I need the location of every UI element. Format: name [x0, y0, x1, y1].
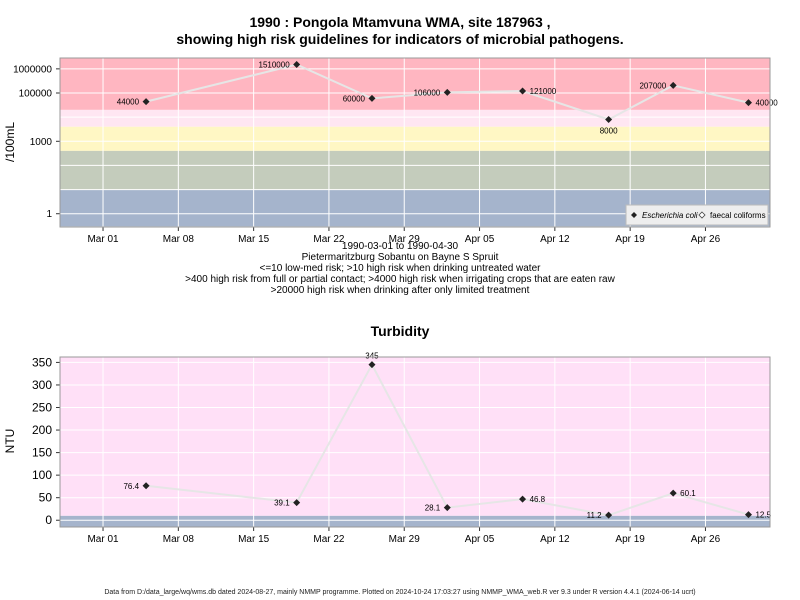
y-axis-label: /100mL: [3, 122, 17, 162]
risk-band-3: [60, 150, 770, 190]
legend-marker-ecoli: [631, 212, 637, 218]
site-label: Pietermaritzburg Sobantu on Bayne S Spru…: [301, 252, 499, 263]
legend-marker-faecal: [698, 211, 706, 219]
risk-band-2: [60, 126, 770, 151]
x-axis-label-block: 1990-03-01 to 1990-04-30 Pietermaritzbur…: [0, 241, 800, 296]
y-tick-label: 1: [46, 209, 52, 220]
date-range-label: 1990-03-01 to 1990-04-30: [341, 241, 459, 252]
x-tick-label: Apr 26: [691, 234, 721, 245]
ecoli-data-label: 106000: [414, 88, 441, 97]
guideline-2: >400 high risk from full or partial cont…: [185, 274, 615, 285]
ecoli-data-label: 44000: [117, 98, 140, 107]
x-tick-label: Apr 12: [540, 234, 570, 245]
ecoli-data-label: 8000: [600, 126, 618, 135]
x-tick-label: Mar 08: [163, 234, 195, 245]
ecoli-point: [744, 99, 752, 107]
guideline-1: <=10 low-med risk; >10 high risk when dr…: [259, 263, 541, 274]
x-tick-label: Mar 29: [389, 234, 421, 245]
legend-entry-ecoli: Escherichia coli: [642, 211, 698, 220]
ecoli-data-label: 40000: [755, 99, 778, 108]
legend: Escherichia coli faecal coliforms: [625, 204, 769, 226]
y-tick-label: 1000000: [13, 64, 52, 75]
x-tick-label: Apr 05: [465, 234, 495, 245]
x-tick-label: Mar 15: [238, 234, 270, 245]
ecoli-point: [443, 88, 451, 96]
ecoli-series-line: [145, 63, 749, 121]
ecoli-point: [669, 81, 677, 89]
risk-band-1: [60, 109, 770, 127]
ecoli-point: [605, 115, 613, 123]
x-tick-label: Mar 22: [313, 234, 345, 245]
plot-frame: [59, 57, 771, 228]
ecoli-data-label: 60000: [343, 94, 366, 103]
x-tick-label: Apr 19: [615, 234, 645, 245]
ecoli-point: [293, 61, 301, 69]
x-tick-label: Mar 01: [87, 234, 119, 245]
turbidity-title: Turbidity: [370, 323, 430, 339]
ecoli-point: [142, 98, 150, 106]
ecoli-data-label: 121000: [530, 87, 557, 96]
ecoli-point: [519, 87, 527, 95]
chart-subtitle: showing high risk guidelines for indicat…: [176, 31, 624, 47]
ecoli-point: [368, 94, 376, 102]
y-tick-label: 1000: [30, 137, 53, 148]
guideline-3: >20000 high risk when drinking after onl…: [270, 285, 530, 296]
legend-entry-faecal: faecal coliforms: [710, 211, 766, 220]
footer-note: Data from D:/data_large/wq/wms.db dated …: [104, 589, 696, 596]
chart-title: 1990 : Pongola Mtamvuna WMA, site 187963…: [249, 14, 551, 30]
ecoli-data-label: 207000: [639, 81, 666, 90]
y-tick-label: 100000: [19, 89, 53, 100]
ecoli-data-label: 1510000: [259, 61, 291, 70]
